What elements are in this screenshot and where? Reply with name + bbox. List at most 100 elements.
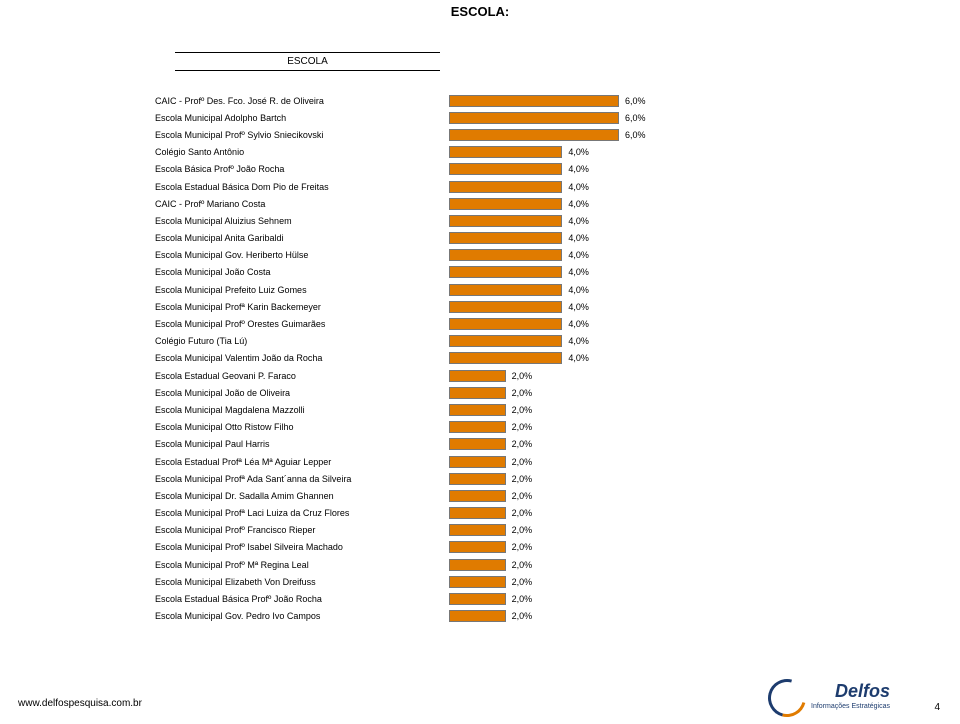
chart-row: Colégio Futuro (Tia Lú)4,0%: [155, 333, 715, 350]
logo-text-main: Delfos: [835, 681, 890, 702]
bar-value: 2,0%: [512, 371, 533, 381]
bar: [449, 593, 506, 605]
bar: [449, 232, 562, 244]
bar-wrapper: 2,0%: [449, 573, 715, 590]
chart-row-label: Escola Municipal Paul Harris: [155, 439, 449, 449]
chart-row-label: Escola Municipal Profº Francisco Rieper: [155, 525, 449, 535]
bar-chart: CAIC - Profº Des. Fco. José R. de Olivei…: [155, 92, 715, 625]
bar: [449, 387, 506, 399]
bar-wrapper: 2,0%: [449, 522, 715, 539]
bar: [449, 456, 506, 468]
chart-row: Escola Municipal Prefeito Luiz Gomes4,0%: [155, 281, 715, 298]
bar-value: 2,0%: [512, 457, 533, 467]
bar: [449, 541, 506, 553]
chart-row: Escola Municipal Profº Mª Regina Leal2,0…: [155, 556, 715, 573]
bar-wrapper: 4,0%: [449, 247, 715, 264]
chart-row: CAIC - Profº Mariano Costa 4,0%: [155, 195, 715, 212]
bar: [449, 284, 562, 296]
bar-wrapper: 4,0%: [449, 178, 715, 195]
bar: [449, 524, 506, 536]
bar: [449, 490, 506, 502]
bar-value: 2,0%: [512, 611, 533, 621]
bar-wrapper: 4,0%: [449, 144, 715, 161]
chart-row: Escola Estadual Básica Profº João Rocha 2…: [155, 590, 715, 607]
chart-row-label: Escola Municipal Magdalena Mazzolli: [155, 405, 449, 415]
bar-wrapper: 2,0%: [449, 539, 715, 556]
bar-value: 4,0%: [568, 199, 589, 209]
chart-row: Escola Municipal Profª Karin Backemeyer4…: [155, 298, 715, 315]
chart-row: Escola Municipal Adolpho Bartch6,0%: [155, 109, 715, 126]
chart-row-label: Escola Municipal Aluizius Sehnem: [155, 216, 449, 226]
bar-wrapper: 2,0%: [449, 505, 715, 522]
bar-wrapper: 4,0%: [449, 264, 715, 281]
chart-row: Escola Municipal Valentim João da Rocha4…: [155, 350, 715, 367]
chart-row: Escola Municipal Profª Laci Luiza da Cru…: [155, 505, 715, 522]
bar-wrapper: 4,0%: [449, 212, 715, 229]
chart-row-label: CAIC - Profº Mariano Costa: [155, 199, 449, 209]
bar-value: 2,0%: [512, 542, 533, 552]
chart-row: Escola Municipal Aluizius Sehnem 4,0%: [155, 212, 715, 229]
chart-row-label: Escola Municipal Gov. Heriberto Hülse: [155, 250, 449, 260]
chart-row: Escola Municipal Dr. Sadalla Amim Ghanne…: [155, 487, 715, 504]
chart-row-label: Escola Municipal Anita Garibaldi: [155, 233, 449, 243]
bar-wrapper: 4,0%: [449, 161, 715, 178]
bar: [449, 181, 562, 193]
bar-wrapper: 2,0%: [449, 419, 715, 436]
chart-row: Escola Municipal João Costa4,0%: [155, 264, 715, 281]
bar-value: 2,0%: [512, 422, 533, 432]
bar-wrapper: 2,0%: [449, 590, 715, 607]
chart-row: Escola Estadual Básica Dom Pio de Freita…: [155, 178, 715, 195]
table-column-header: ESCOLA: [175, 52, 440, 71]
bar-wrapper: 2,0%: [449, 470, 715, 487]
bar: [449, 129, 619, 141]
chart-row-label: Escola Estadual Básica Profº João Rocha: [155, 594, 449, 604]
chart-row: Escola Municipal Elizabeth Von Dreifuss2…: [155, 573, 715, 590]
chart-row-label: Escola Municipal Profª Ada Sant´anna da …: [155, 474, 449, 484]
bar: [449, 404, 506, 416]
chart-row-label: Escola Municipal Adolpho Bartch: [155, 113, 449, 123]
logo: Delfos Informações Estratégicas: [760, 673, 890, 717]
bar-wrapper: 4,0%: [449, 333, 715, 350]
footer-url: www.delfospesquisa.com.br: [18, 698, 142, 709]
chart-row-label: Escola Estadual Profª Léa Mª Aguiar Lepp…: [155, 457, 449, 467]
bar: [449, 249, 562, 261]
bar-wrapper: 6,0%: [449, 109, 715, 126]
bar-value: 2,0%: [512, 594, 533, 604]
bar-value: 2,0%: [512, 388, 533, 398]
logo-arc-icon: [761, 672, 813, 724]
bar: [449, 318, 562, 330]
bar-wrapper: 2,0%: [449, 453, 715, 470]
chart-row: Escola Municipal Otto Ristow Filho2,0%: [155, 419, 715, 436]
bar-value: 4,0%: [568, 336, 589, 346]
bar-value: 4,0%: [568, 267, 589, 277]
bar-value: 4,0%: [568, 216, 589, 226]
bar-value: 2,0%: [512, 525, 533, 535]
chart-row: Escola Municipal Profº Sylvio Sniecikovs…: [155, 126, 715, 143]
chart-row-label: Escola Municipal Profª Karin Backemeyer: [155, 302, 449, 312]
chart-row-label: Escola Municipal Profº Orestes Guimarães: [155, 319, 449, 329]
bar-wrapper: 2,0%: [449, 436, 715, 453]
bar-value: 2,0%: [512, 474, 533, 484]
bar: [449, 438, 506, 450]
bar-value: 6,0%: [625, 130, 646, 140]
chart-row: Escola Municipal Magdalena Mazzolli2,0%: [155, 401, 715, 418]
page-title: ESCOLA:: [451, 4, 510, 19]
bar-value: 4,0%: [568, 353, 589, 363]
bar-wrapper: 2,0%: [449, 401, 715, 418]
chart-row-label: Escola Municipal Profº Mª Regina Leal: [155, 560, 449, 570]
chart-row-label: Escola Básica Profº João Rocha: [155, 164, 449, 174]
bar: [449, 507, 506, 519]
logo-text-sub: Informações Estratégicas: [811, 703, 890, 710]
bar-wrapper: 4,0%: [449, 230, 715, 247]
chart-row-label: CAIC - Profº Des. Fco. José R. de Olivei…: [155, 96, 449, 106]
chart-row-label: Escola Municipal Dr. Sadalla Amim Ghanne…: [155, 491, 449, 501]
bar-value: 4,0%: [568, 233, 589, 243]
bar: [449, 266, 562, 278]
chart-row: Escola Municipal Profº Isabel Silveira M…: [155, 539, 715, 556]
bar: [449, 576, 506, 588]
bar: [449, 146, 562, 158]
chart-row: Escola Municipal Profº Francisco Rieper 2…: [155, 522, 715, 539]
bar-wrapper: 4,0%: [449, 195, 715, 212]
bar-value: 6,0%: [625, 96, 646, 106]
bar-wrapper: 4,0%: [449, 315, 715, 332]
